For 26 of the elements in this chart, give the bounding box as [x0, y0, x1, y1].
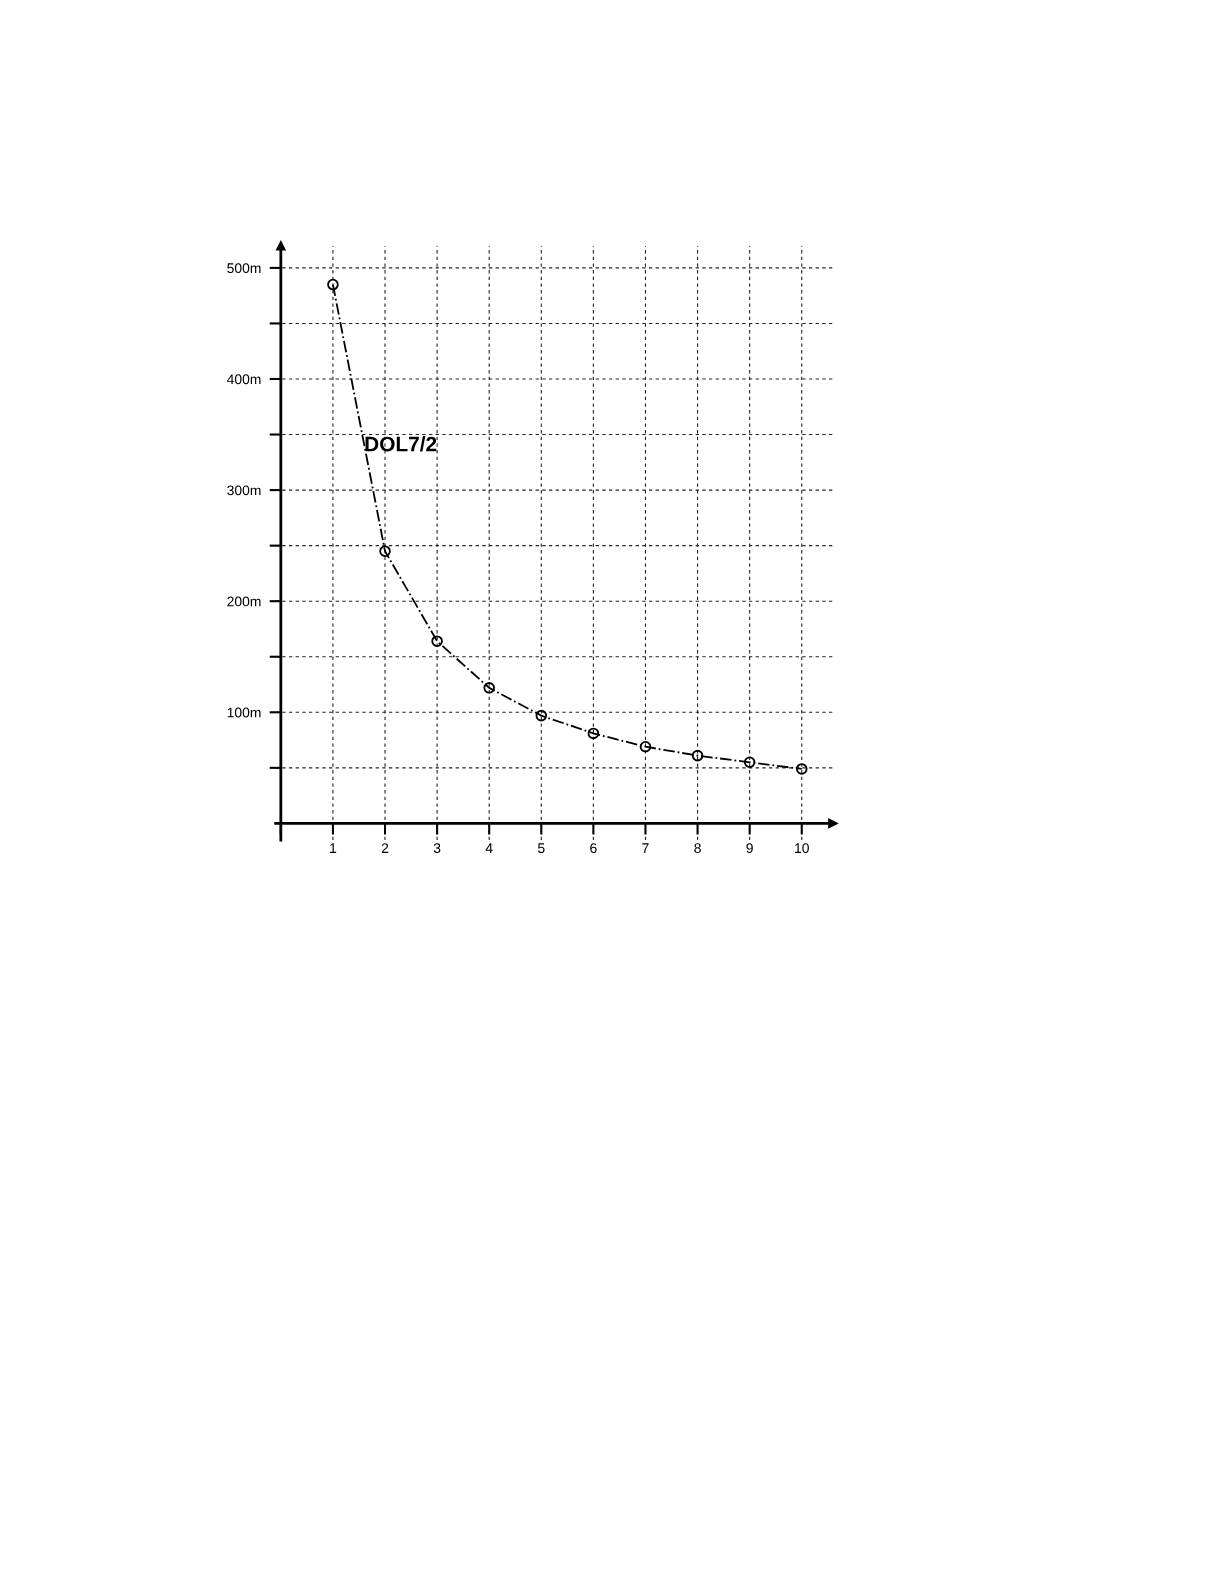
annotation: DOL7/2	[365, 436, 437, 452]
point	[587, 727, 600, 740]
x-tick-label: 5	[537, 843, 545, 854]
y-tick-label: 200m	[227, 596, 261, 607]
y-tick-label: 100m	[227, 707, 261, 718]
x-tick-label: 1	[330, 843, 337, 853]
y-tick-label: 300m	[227, 485, 261, 496]
point	[483, 682, 495, 694]
point	[379, 545, 391, 557]
x-tick-label: 10	[795, 843, 809, 854]
point	[691, 749, 704, 762]
x-tick-label: 8	[694, 843, 701, 854]
x-tick-label: 3	[433, 843, 441, 854]
x-tick-label: 4	[485, 843, 493, 853]
point	[639, 740, 652, 753]
point	[743, 756, 756, 769]
x-tick-label: 7	[642, 843, 649, 853]
x-tick-label: 6	[590, 843, 597, 854]
point	[535, 709, 548, 722]
point	[327, 278, 339, 291]
y-tick-label: 400m	[226, 374, 261, 385]
y-tick-label: 500m	[227, 263, 261, 274]
point	[795, 763, 808, 775]
x-tick-label: 9	[746, 843, 753, 854]
x-tick-label: 2	[381, 843, 389, 853]
point	[431, 635, 443, 647]
